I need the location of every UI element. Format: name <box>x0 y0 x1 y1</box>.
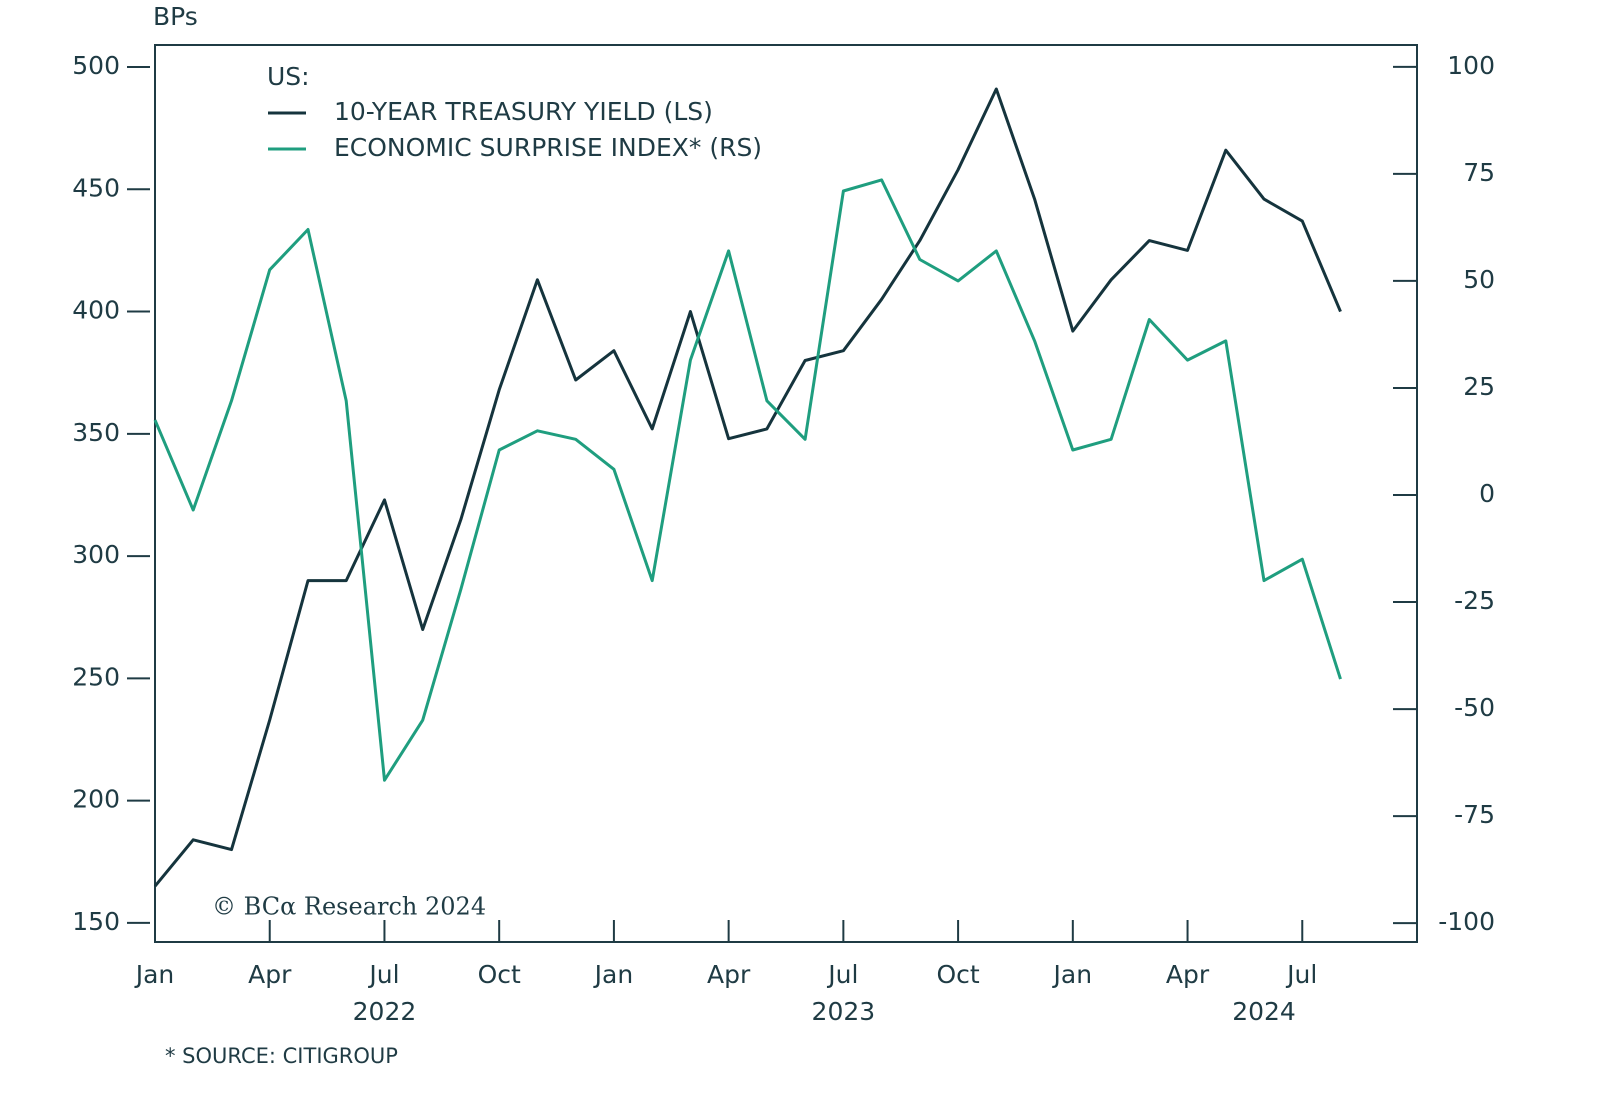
legend-title: US: <box>267 62 310 91</box>
y-tick-label: 450 <box>72 173 120 202</box>
y-tick-label: 350 <box>72 418 120 447</box>
footnote: * SOURCE: CITIGROUP <box>165 1044 398 1068</box>
x-tick-label: Jul <box>826 960 858 989</box>
y2-tick-label: -25 <box>1454 586 1495 615</box>
year-label: 2023 <box>812 997 876 1026</box>
y-tick-label: 500 <box>72 51 120 80</box>
y2-tick-label: 75 <box>1463 158 1495 187</box>
y-tick-label: 200 <box>72 785 120 814</box>
y-axis-label: BPs <box>153 2 198 31</box>
y2-tick-label: -75 <box>1454 800 1495 829</box>
x-tick-label: Apr <box>1166 960 1210 989</box>
x-tick-label: Jan <box>593 960 634 989</box>
x-tick-label: Oct <box>478 960 521 989</box>
legend-label: 10-YEAR TREASURY YIELD (LS) <box>334 97 713 126</box>
x-tick-label: Jul <box>367 960 399 989</box>
x-tick-label: Jul <box>1285 960 1317 989</box>
y-tick-label: 400 <box>72 296 120 325</box>
y2-tick-label: 100 <box>1447 51 1495 80</box>
year-label: 2024 <box>1232 997 1296 1026</box>
y2-tick-label: 50 <box>1463 265 1495 294</box>
y-tick-label: 150 <box>72 907 120 936</box>
series-line <box>153 178 1342 782</box>
x-tick-label: Apr <box>707 960 751 989</box>
series-line <box>153 87 1342 888</box>
y2-tick-label: 0 <box>1479 479 1495 508</box>
x-tick-label: Oct <box>936 960 979 989</box>
legend-label: ECONOMIC SURPRISE INDEX* (RS) <box>334 133 762 162</box>
y2-tick-label: -50 <box>1454 693 1495 722</box>
y-tick-label: 250 <box>72 662 120 691</box>
y-tick-label: 300 <box>72 540 120 569</box>
y2-tick-label: -100 <box>1438 907 1495 936</box>
watermark: © BCα Research 2024 <box>212 893 486 921</box>
y2-tick-label: 25 <box>1463 372 1495 401</box>
plot-frame <box>154 44 1418 943</box>
x-tick-label: Jan <box>134 960 175 989</box>
year-label: 2022 <box>353 997 417 1026</box>
x-tick-label: Apr <box>248 960 292 989</box>
x-tick-label: Jan <box>1052 960 1093 989</box>
